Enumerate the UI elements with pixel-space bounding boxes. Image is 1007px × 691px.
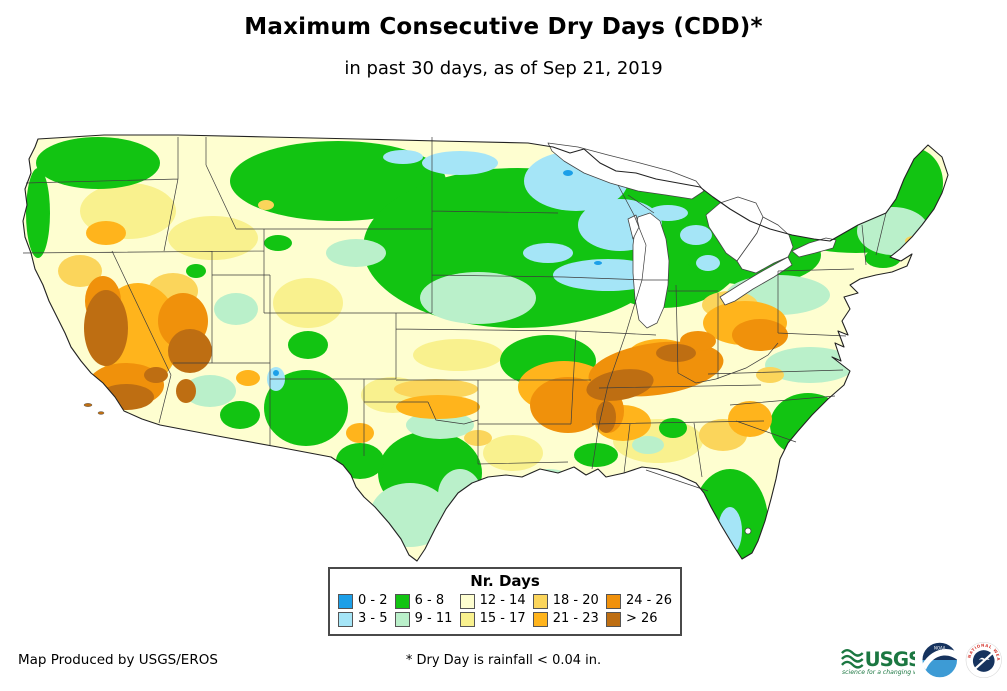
- legend-item: 21 - 23: [532, 611, 599, 627]
- legend-swatch: [605, 611, 621, 627]
- legend-swatch: [459, 611, 475, 627]
- usgs-logo: USGS science for a changing world: [841, 648, 915, 676]
- legend-column: 12 - 14 15 - 17: [459, 593, 526, 627]
- legend-item: 6 - 8: [394, 593, 453, 609]
- agency-logos: USGS science for a changing world NOAA N…: [840, 637, 1002, 683]
- dry-day-footnote: * Dry Day is rainfall < 0.04 in.: [405, 653, 602, 668]
- usgs-logo-text: USGS: [865, 648, 915, 671]
- noaa-logo: NOAA: [921, 641, 959, 679]
- nws-bird-icon: [978, 657, 990, 661]
- legend-column: 6 - 8 9 - 11: [394, 593, 453, 627]
- legend: Nr. Days 0 - 2 3 - 5 6 - 8 9 - 11 12 - 14 15 …: [328, 567, 682, 636]
- map-fill-layers: [23, 135, 948, 561]
- nws-logo: NATIONAL WEATHER SERVICE: [965, 641, 1002, 679]
- page-subtitle: in past 30 days, as of Sep 21, 2019: [344, 58, 663, 79]
- legend-item: 9 - 11: [394, 611, 453, 627]
- legend-label: 15 - 17: [479, 611, 526, 626]
- legend-label: 18 - 20: [552, 593, 599, 608]
- legend-label: 21 - 23: [552, 611, 599, 626]
- legend-swatch: [394, 611, 410, 627]
- map-container: [8, 120, 992, 568]
- us-outline: [22, 134, 949, 562]
- legend-swatch: [459, 593, 475, 609]
- legend-label: 6 - 8: [414, 593, 445, 608]
- legend-swatch: [394, 593, 410, 609]
- legend-title: Nr. Days: [470, 572, 540, 590]
- us-cdd-map: [22, 134, 949, 562]
- legend-label: 0 - 2: [358, 593, 388, 608]
- legend-column: 18 - 20 21 - 23: [532, 593, 599, 627]
- usgs-tagline: science for a changing world: [842, 669, 915, 676]
- map-credit: Map Produced by USGS/EROS: [18, 652, 218, 668]
- lake-erie: [719, 256, 793, 306]
- legend-swatch: [532, 611, 548, 627]
- legend-label: 3 - 5: [358, 611, 388, 626]
- legend-item: 3 - 5: [338, 611, 388, 627]
- legend-entries: 0 - 2 3 - 5 6 - 8 9 - 11 12 - 14 15 - 17 18 - …: [330, 590, 680, 627]
- legend-column: 0 - 2 3 - 5: [338, 593, 388, 627]
- lake-michigan: [632, 212, 670, 329]
- legend-item: > 26: [605, 611, 672, 627]
- legend-label: 12 - 14: [479, 593, 526, 608]
- legend-label: > 26: [625, 611, 658, 626]
- legend-item: 24 - 26: [605, 593, 672, 609]
- lake-ontario: [791, 237, 837, 258]
- legend-swatch: [532, 593, 548, 609]
- lake-superior: [547, 142, 705, 200]
- legend-item: 12 - 14: [459, 593, 526, 609]
- state-borders: [22, 137, 887, 492]
- legend-swatch: [605, 593, 621, 609]
- noaa-logo-text: NOAA: [934, 646, 946, 651]
- page-title: Maximum Consecutive Dry Days (CDD)*: [244, 14, 763, 40]
- legend-swatch: [338, 611, 353, 627]
- legend-column: 24 - 26 > 26: [605, 593, 672, 627]
- legend-item: 0 - 2: [338, 593, 388, 609]
- channel-islands: [83, 403, 105, 415]
- lake-okeechobee: [744, 527, 752, 535]
- legend-label: 24 - 26: [625, 593, 672, 608]
- legend-item: 15 - 17: [459, 611, 526, 627]
- legend-label: 9 - 11: [414, 611, 453, 626]
- legend-item: 18 - 20: [532, 593, 599, 609]
- legend-swatch: [338, 593, 353, 609]
